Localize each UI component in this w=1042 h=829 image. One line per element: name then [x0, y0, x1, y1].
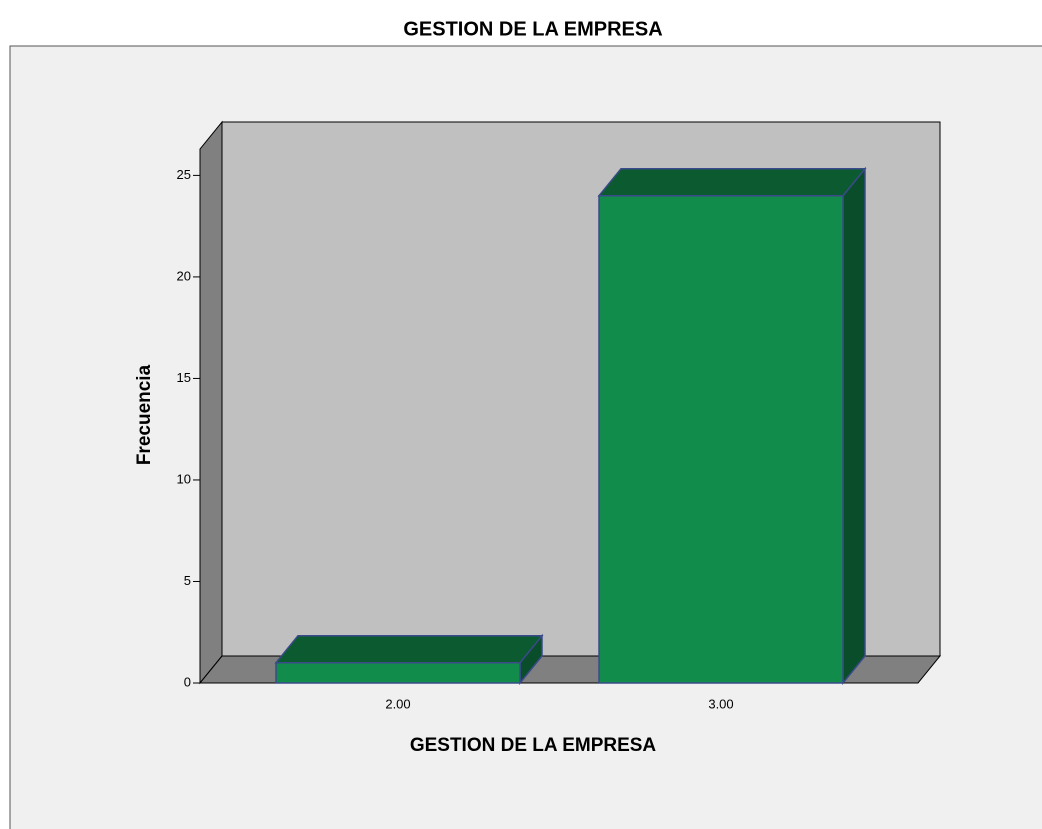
- bar-front: [275, 661, 521, 684]
- y-tick-label: 5: [184, 573, 191, 588]
- bar-top: [274, 634, 544, 664]
- x-tick-label: 2.00: [385, 696, 410, 711]
- y-tick-label: 20: [177, 268, 191, 283]
- bar: [274, 633, 544, 686]
- bar-top: [597, 167, 867, 197]
- x-axis-label: GESTION DE LA EMPRESA: [410, 735, 657, 756]
- y-axis-label: Frecuencia: [134, 364, 155, 465]
- y-tick-label: 15: [177, 370, 191, 385]
- bar-side: [842, 166, 866, 686]
- chart-title: GESTION DE LA EMPRESA: [403, 18, 662, 40]
- y-tick-label: 25: [177, 167, 191, 182]
- bar-front: [598, 194, 844, 684]
- bar: [597, 166, 867, 686]
- y-tick-label: 10: [177, 471, 191, 486]
- left-wall: [199, 120, 223, 685]
- y-tick-label: 0: [184, 674, 191, 689]
- x-tick-label: 3.00: [708, 696, 733, 711]
